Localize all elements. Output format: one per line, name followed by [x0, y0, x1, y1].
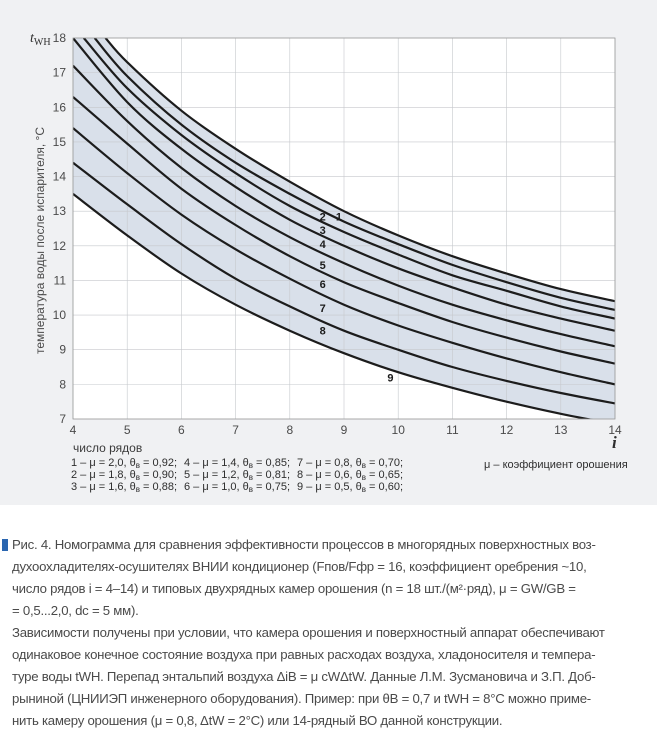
legend-entry: 1 – μ = 2,0, θв = 0,92; [71, 457, 177, 470]
curve-5 [73, 64, 615, 348]
y-axis-symbol-subscript: WH [34, 37, 51, 48]
legend-entry-value: = 0,90; [140, 469, 177, 481]
legend-entry: 4 – μ = 1,4, θв = 0,85; [184, 457, 290, 470]
curve-label-8: 8 [320, 326, 326, 338]
legend-entry-text: 8 – μ = 0,6, θ [297, 469, 362, 481]
y-tick-label: 16 [53, 100, 67, 114]
legend-entry-value: = 0,81; [253, 469, 290, 481]
x-tick-label: 4 [70, 423, 77, 437]
legend-entry-value: = 0,60; [366, 481, 403, 493]
x-tick-label: 13 [554, 423, 568, 437]
legend-entry: 6 – μ = 1,0, θв = 0,75; [184, 481, 290, 494]
y-axis-label: температура воды после испарителя, °С [33, 127, 47, 354]
y-tick-label: 7 [59, 412, 66, 426]
legend-entry-text: 7 – μ = 0,8, θ [297, 457, 362, 469]
curve-3 [82, 38, 615, 320]
curve-1 [104, 38, 615, 303]
curve-2 [93, 38, 615, 311]
curve-label-5: 5 [320, 260, 326, 272]
curve-7 [73, 127, 615, 386]
curve-label-2: 2 [320, 211, 326, 223]
x-tick-label: 12 [500, 423, 514, 437]
plot-frame [72, 37, 616, 420]
caption-line: Зависимости получены при условии, что ка… [12, 625, 605, 640]
y-tick-label: 12 [53, 239, 67, 253]
legend-entry: 9 – μ = 0,5, θв = 0,60; [297, 481, 403, 494]
curve-6 [73, 96, 615, 365]
legend-entry-subscript: в [249, 461, 253, 470]
legend-entry-text: 4 – μ = 1,4, θ [184, 457, 249, 469]
caption-line: рыниной (ЦНИИЭП инженерного оборудования… [12, 691, 591, 706]
legend-entry-subscript: в [249, 485, 253, 494]
legend-entry-value: = 0,70; [366, 457, 403, 469]
curve-4 [73, 38, 615, 332]
y-tick-label: 9 [59, 343, 66, 357]
caption-line: Рис. 4. Номограмма для сравнения эффекти… [12, 537, 596, 552]
caption-line: = 0,5...2,0, dc = 5 мм). [12, 603, 139, 618]
caption-marker [2, 539, 8, 551]
legend-entry: 3 – μ = 1,6, θв = 0,88; [71, 481, 177, 494]
legend-entry-subscript: в [362, 485, 366, 494]
caption-paragraph-1: Рис. 4. Номограмма для сравнения эффекти… [12, 534, 653, 622]
x-tick-label: 9 [341, 423, 348, 437]
y-tick-label: 18 [53, 31, 67, 45]
legend-entry-value: = 0,65; [366, 469, 403, 481]
x-tick-label: 14 [608, 423, 622, 437]
legend-entry-text: 6 – μ = 1,0, θ [184, 481, 249, 493]
caption-paragraph-2: Зависимости получены при условии, что ка… [12, 622, 653, 732]
legend-entry-value: = 0,75; [253, 481, 290, 493]
legend-entry-subscript: в [136, 473, 140, 482]
curve-label-6: 6 [320, 279, 326, 291]
caption-line: число рядов i = 4–14) и типовых двухрядн… [12, 581, 576, 596]
curve-9 [73, 193, 594, 419]
legend-entry-text: 9 – μ = 0,5, θ [297, 481, 362, 493]
x-tick-label: 11 [446, 423, 459, 437]
legend-entry: 5 – μ = 1,2, θв = 0,81; [184, 469, 290, 482]
legend-entry-subscript: в [362, 473, 366, 482]
caption-line: туре воды tWH. Перепад энтальпий воздуха… [12, 669, 596, 684]
legend-entry-subscript: в [136, 461, 140, 470]
curve-label-7: 7 [320, 303, 326, 315]
x-tick-label: 7 [232, 423, 239, 437]
legend-entry: 2 – μ = 1,8, θв = 0,90; [71, 469, 177, 482]
nomogram-chart: 4 5 6 7 8 9 10 11 12 13 14789101112131415161718tWH… [30, 31, 628, 494]
legend-entry-text: 2 – μ = 1,8, θ [71, 469, 136, 481]
legend-entry-text: 3 – μ = 1,6, θ [71, 481, 136, 493]
curve-label-1: 1 [336, 211, 342, 223]
legend-entry-value: = 0,92; [140, 457, 177, 469]
legend-entry-text: 5 – μ = 1,2, θ [184, 469, 249, 481]
figure-caption: Рис. 4. Номограмма для сравнения эффекти… [0, 505, 657, 741]
legend-entry-subscript: в [362, 461, 366, 470]
curve-8 [73, 161, 615, 405]
legend-entry: 7 – μ = 0,8, θв = 0,70; [297, 457, 403, 470]
legend-entry-subscript: в [136, 485, 140, 494]
x-axis-symbol: i [612, 433, 617, 452]
y-axis-symbol: tWH [30, 31, 51, 48]
caption-line: нить камеру орошения (μ = 0,8, ΔtW = 2°С… [12, 713, 503, 728]
x-axis-label: число рядов [73, 441, 142, 455]
x-tick-label: 6 [178, 423, 185, 437]
x-tick-label: 8 [286, 423, 293, 437]
y-tick-label: 11 [54, 273, 67, 287]
y-tick-label: 17 [53, 66, 67, 80]
x-tick-label: 5 [124, 423, 131, 437]
legend-entry-subscript: в [249, 473, 253, 482]
mu-note: μ – коэффициент орошения [484, 459, 628, 471]
figure-panel: 4 5 6 7 8 9 10 11 12 13 14 7 8 9 10 11 12 13 14 15 16 17 18 tWH… [0, 0, 657, 505]
curve-label-9: 9 [387, 372, 393, 384]
y-tick-label: 15 [53, 135, 67, 149]
legend-entry-text: 1 – μ = 2,0, θ [71, 457, 136, 469]
caption-line: духоохладителях-осушителях ВНИИ кондицио… [12, 559, 587, 574]
y-tick-label: 10 [53, 308, 67, 322]
legend-entry-value: = 0,88; [140, 481, 177, 493]
curve-label-4: 4 [320, 239, 327, 251]
legend-entry-value: = 0,85; [253, 457, 290, 469]
caption-line: одинаковое конечное состояние воздуха пр… [12, 647, 596, 662]
curve-label-3: 3 [320, 225, 326, 237]
legend-entry: 8 – μ = 0,6, θв = 0,65; [297, 469, 403, 482]
y-tick-label: 14 [53, 170, 67, 184]
y-tick-label: 13 [53, 204, 67, 218]
x-tick-label: 10 [392, 423, 406, 437]
y-tick-label: 8 [59, 377, 66, 391]
